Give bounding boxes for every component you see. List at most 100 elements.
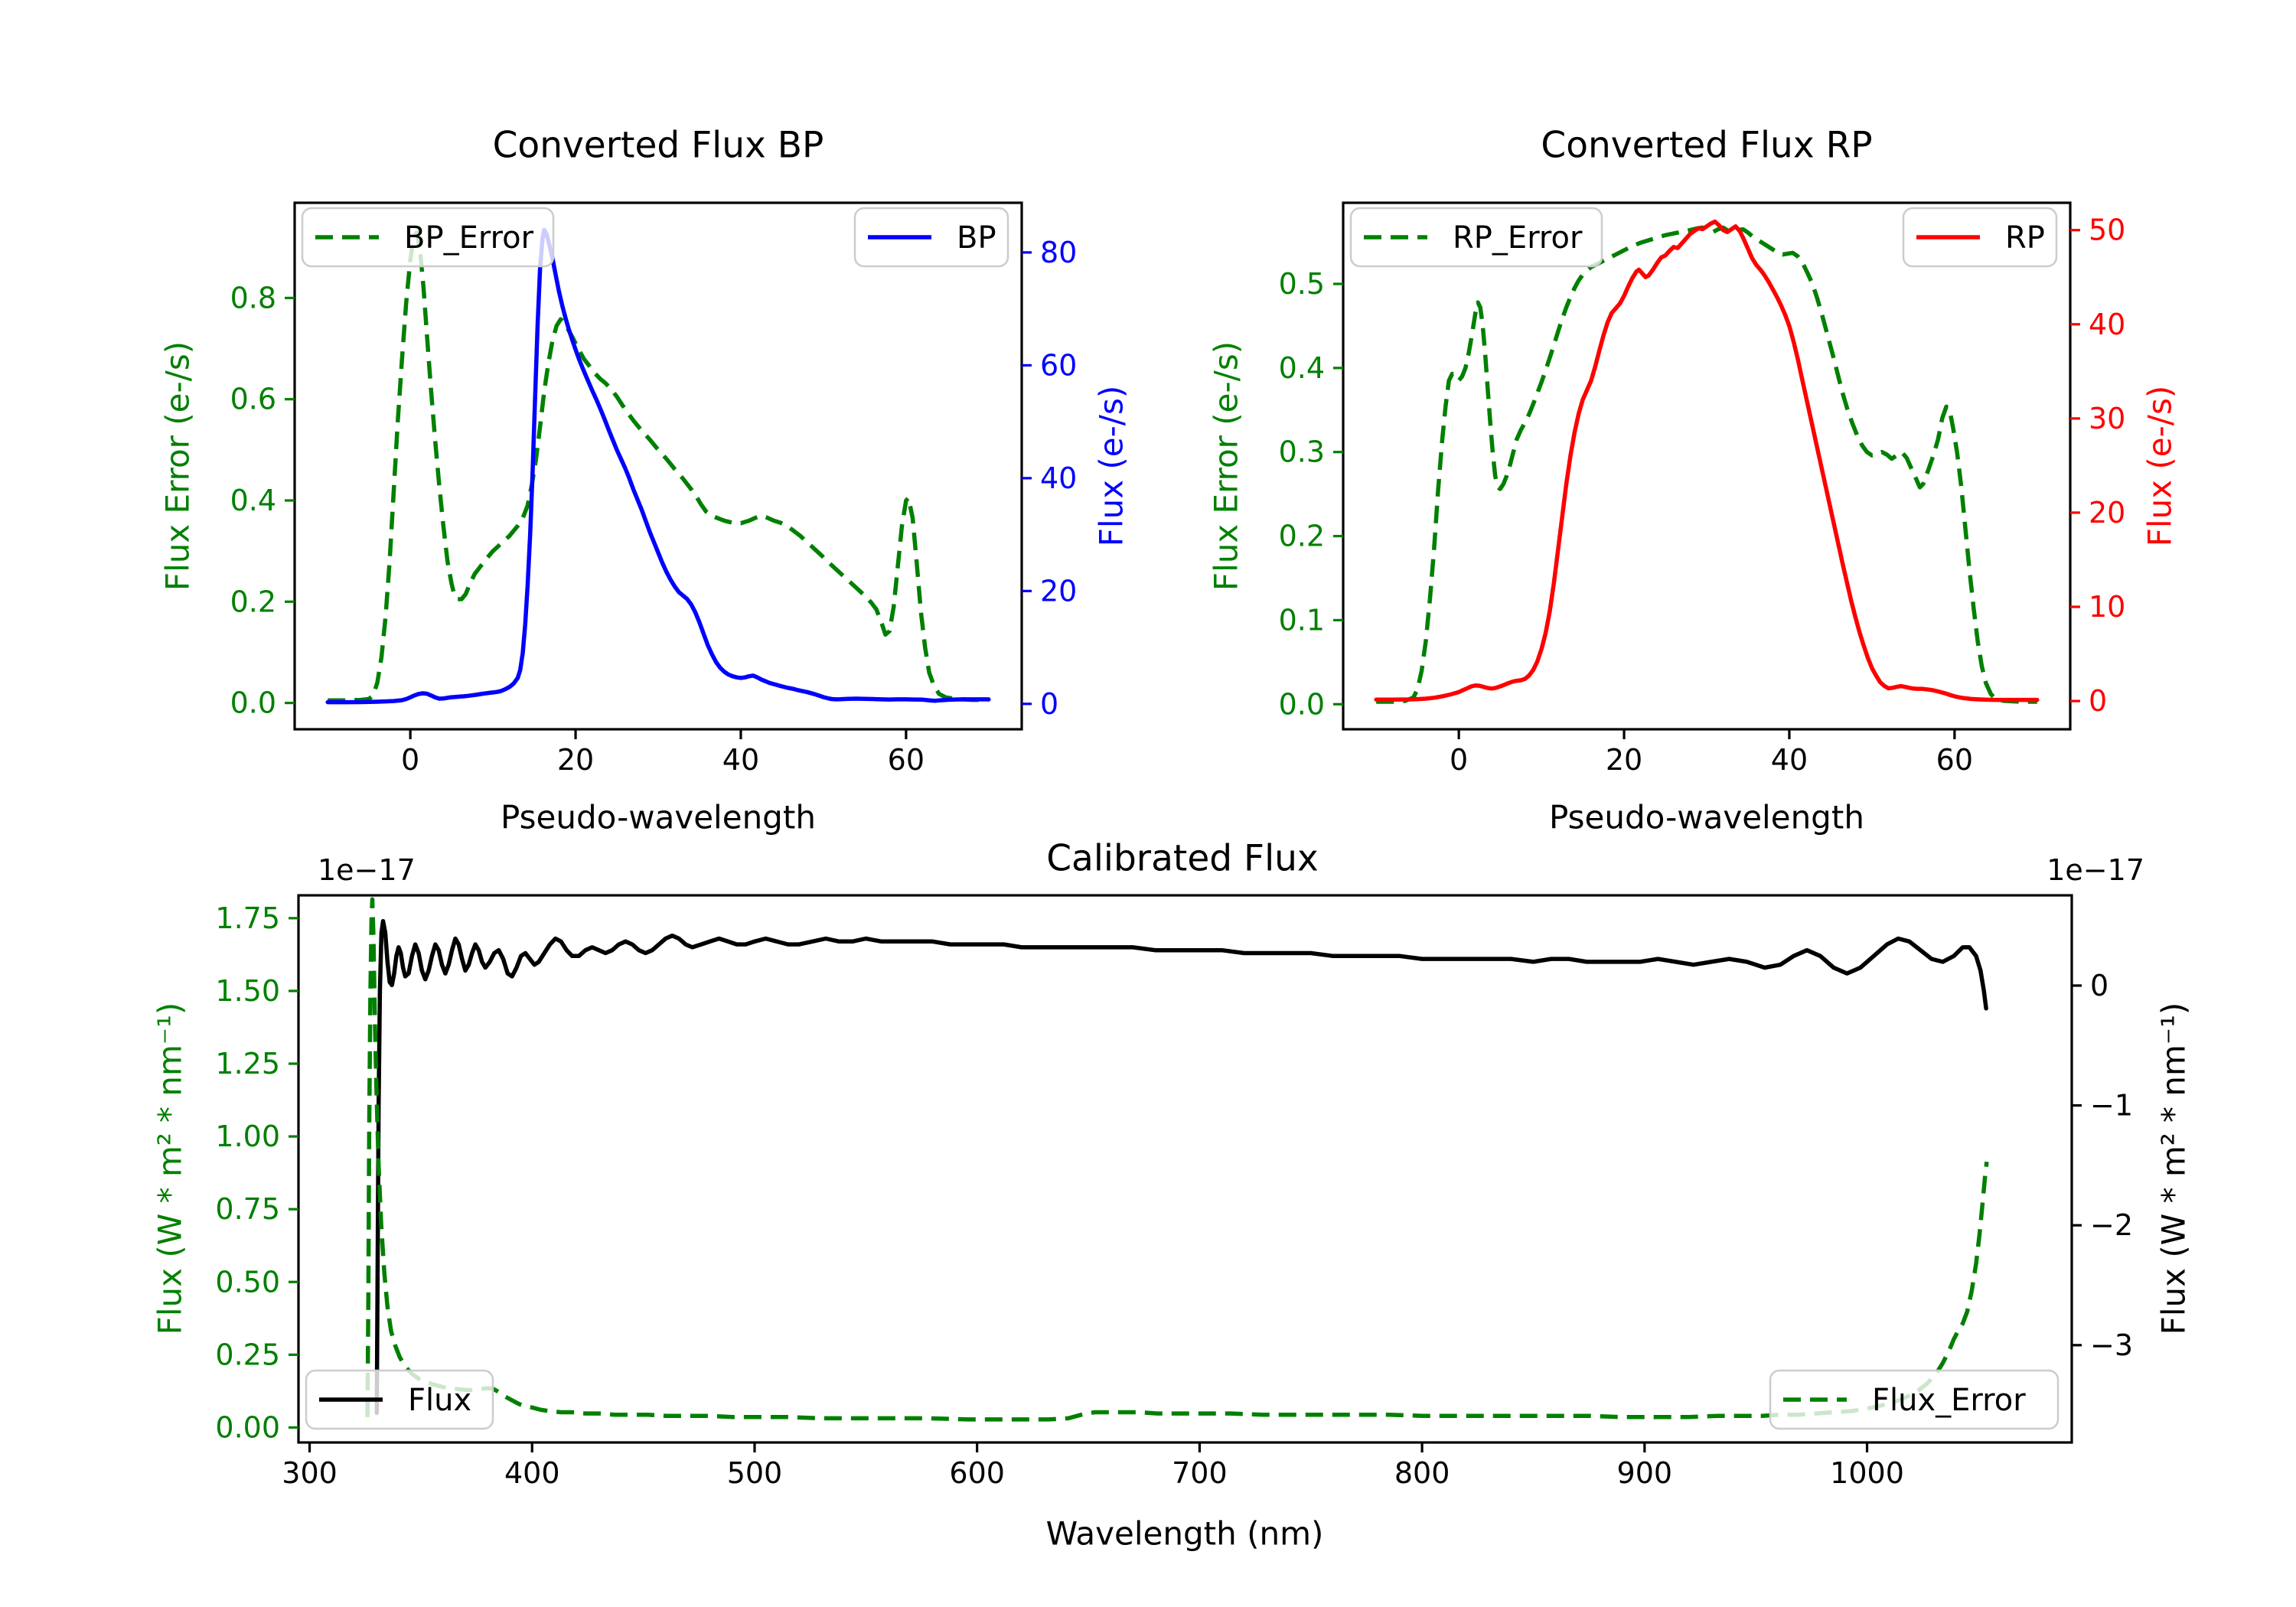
ylabel-rp-error: Flux Error (e-/s) — [1207, 341, 1245, 592]
offset-text-left: 1e−17 — [318, 853, 416, 887]
legend-RP: RP — [1902, 207, 2058, 268]
x-tick-label: 700 — [1172, 1456, 1228, 1490]
series-BP — [325, 227, 991, 705]
x-tick-label: 60 — [888, 743, 925, 777]
y-tick-label: 0 — [2089, 684, 2107, 718]
y-tick-label: 0.2 — [1279, 520, 1325, 553]
y-tick-label: 0 — [2090, 969, 2108, 1002]
y-tick-label: 20 — [2089, 496, 2125, 530]
x-tick-label: 400 — [504, 1456, 560, 1490]
y-tick-label: 1.75 — [215, 901, 280, 935]
legend-box — [1349, 207, 1603, 268]
x-tick-label: 40 — [722, 743, 759, 777]
y-tick-label: 0.0 — [230, 686, 276, 720]
xlabel-bp: Pseudo-wavelength — [501, 798, 816, 836]
y-tick-label: 20 — [1040, 574, 1077, 608]
x-tick-label: 0 — [1450, 743, 1468, 777]
legend-BP: BP — [853, 207, 1009, 268]
legend-label: BP — [957, 220, 996, 256]
legend-label: BP_Error — [404, 220, 534, 256]
y-tick-label: 0.0 — [1279, 687, 1325, 721]
y-tick-label: −1 — [2090, 1089, 2133, 1123]
x-tick-label: 1000 — [1830, 1456, 1904, 1490]
x-tick-label: 300 — [282, 1456, 338, 1490]
ylabel-bp-flux: Flux (e-/s) — [1092, 385, 1130, 547]
y-tick-label: 0.8 — [230, 281, 276, 315]
right-y-ticks: 0 20 40 60 80 — [1022, 236, 1077, 721]
x-ticks: 0 20 40 60 — [401, 729, 925, 777]
axes-bp: 0 20 40 60 0.0 0.2 0.4 0.6 0.8 0 20 40 60 80 BP_Error B… — [230, 201, 1077, 777]
series-RP_Error — [1376, 225, 2037, 704]
xlabel-rp: Pseudo-wavelength — [1549, 798, 1864, 836]
x-tick-label: 40 — [1771, 743, 1808, 777]
series-RP — [1374, 219, 2040, 702]
y-tick-label: 0.50 — [215, 1265, 280, 1299]
right-y-ticks: 0 −1 −2 −3 — [2072, 969, 2133, 1362]
y-tick-label: 0.4 — [230, 484, 276, 517]
x-tick-label: 600 — [949, 1456, 1005, 1490]
y-tick-label: 0 — [1040, 687, 1058, 721]
y-tick-label: 1.00 — [215, 1120, 280, 1153]
plot-title-rp: Converted Flux RP — [1541, 124, 1873, 167]
legend-Flux_Error: Flux_Error — [1769, 1369, 2060, 1430]
x-tick-label: 900 — [1617, 1456, 1673, 1490]
series-BP_Error — [328, 230, 989, 703]
y-tick-label: 0.6 — [230, 383, 276, 416]
y-tick-label: 0.00 — [215, 1410, 280, 1444]
left-y-ticks: 0.0 0.2 0.4 0.6 0.8 — [230, 281, 295, 720]
y-tick-label: 0.5 — [1279, 267, 1325, 301]
x-tick-label: 60 — [1936, 743, 1973, 777]
legend-box — [305, 1369, 494, 1430]
offset-text-right: 1e−17 — [2047, 853, 2144, 887]
legend-box — [301, 207, 555, 268]
legend-Flux: Flux — [305, 1369, 494, 1430]
y-tick-label: −2 — [2090, 1208, 2133, 1242]
y-tick-label: 1.25 — [215, 1047, 280, 1081]
x-tick-label: 20 — [557, 743, 594, 777]
y-tick-label: 0.4 — [1279, 351, 1325, 385]
legend-BP_Error: BP_Error — [301, 207, 555, 268]
y-tick-label: 1.50 — [215, 974, 280, 1008]
left-y-ticks: 0.0 0.1 0.2 0.3 0.4 0.5 — [1279, 267, 1343, 721]
series-Flux_Error — [365, 897, 1989, 1422]
ylabel-bp-error: Flux Error (e-/s) — [158, 341, 197, 592]
axes-frame — [293, 201, 1023, 731]
legend-label: Flux_Error — [1872, 1383, 2026, 1418]
series-Flux — [374, 918, 1988, 1416]
axes-frame — [297, 894, 2073, 1444]
y-tick-label: 0.1 — [1279, 603, 1325, 637]
left-y-ticks: 0.00 0.25 0.50 0.75 1.00 1.25 1.50 1.75 — [215, 901, 298, 1444]
x-ticks: 0 20 40 60 — [1450, 729, 1973, 777]
x-tick-label: 20 — [1606, 743, 1642, 777]
y-tick-label: 80 — [1040, 236, 1077, 269]
y-tick-label: −3 — [2090, 1328, 2133, 1362]
legend-label: Flux — [408, 1383, 471, 1418]
axes-frame — [1342, 201, 2072, 731]
axes-calibrated: 300 400 500 600 700 800 900 1000 0.00 0.25 0.50 0.7… — [215, 894, 2133, 1490]
y-tick-label: 40 — [2089, 308, 2125, 341]
axes-rp: 0 20 40 60 0.0 0.1 0.2 0.3 0.4 0.5 0 10 20 30 40 50 RP_E… — [1279, 201, 2125, 777]
y-tick-label: 60 — [1040, 348, 1077, 382]
x-ticks: 300 400 500 600 700 800 900 1000 — [282, 1442, 1904, 1490]
ylabel-calibrated-right: Flux (W * m² * nm⁻¹) — [2154, 1002, 2193, 1335]
legend-label: RP_Error — [1453, 220, 1583, 256]
y-tick-label: 0.2 — [230, 585, 276, 618]
x-tick-label: 800 — [1394, 1456, 1450, 1490]
legend-box — [1769, 1369, 2060, 1430]
y-tick-label: 50 — [2089, 214, 2125, 247]
right-y-ticks: 0 10 20 30 40 50 — [2070, 214, 2125, 718]
legend-label: RP — [2005, 220, 2045, 256]
plot-title-calibrated: Calibrated Flux — [1046, 837, 1319, 880]
x-tick-label: 0 — [401, 743, 419, 777]
y-tick-label: 0.75 — [215, 1192, 280, 1226]
y-tick-label: 40 — [1040, 461, 1077, 495]
y-tick-label: 0.3 — [1279, 435, 1325, 469]
plot-title-bp: Converted Flux BP — [492, 124, 824, 167]
x-tick-label: 500 — [727, 1456, 783, 1490]
y-tick-label: 30 — [2089, 402, 2125, 435]
y-tick-label: 10 — [2089, 590, 2125, 624]
y-tick-label: 0.25 — [215, 1338, 280, 1371]
legend-RP_Error: RP_Error — [1349, 207, 1603, 268]
ylabel-rp-flux: Flux (e-/s) — [2141, 385, 2179, 547]
